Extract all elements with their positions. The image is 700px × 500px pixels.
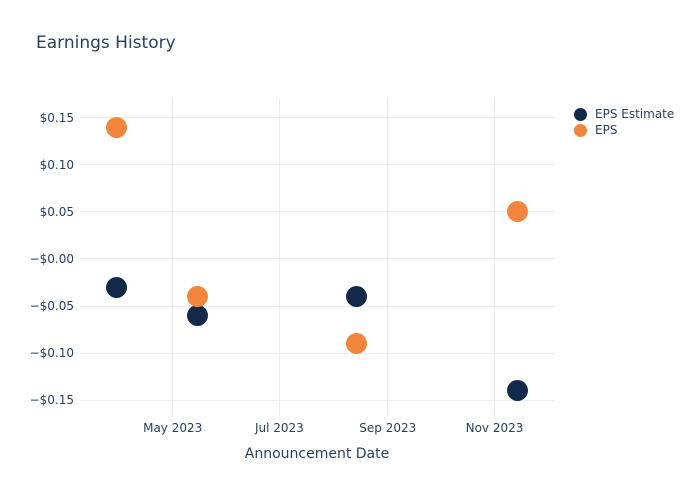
x-tick-label: Nov 2023 [465,421,524,435]
legend-item-eps[interactable]: EPS [574,122,674,138]
y-tick-label: $0.10 [39,157,74,172]
x-tick-label: Jul 2023 [254,421,304,435]
eps-point[interactable] [506,201,528,223]
legend-item-eps-estimate[interactable]: EPS Estimate [574,106,674,122]
y-tick-label: −$0.10 [29,346,74,360]
chart-title: Earnings History [36,33,176,53]
y-tick-label: −$0.00 [29,251,74,266]
x-tick-label: Sep 2023 [359,421,417,435]
y-gridline [80,399,554,401]
x-axis-title: Announcement Date [244,446,390,462]
eps-estimate-point[interactable] [106,276,128,298]
eps-point[interactable] [345,333,367,355]
y-gridline [80,258,554,260]
x-gridline [387,99,389,417]
eps-estimate-point[interactable] [506,380,528,402]
legend-label: EPS Estimate [595,107,675,121]
x-gridline [172,99,174,417]
eps-estimate-swatch-icon [574,107,587,121]
eps-estimate-point[interactable] [186,304,208,326]
eps-estimate-point[interactable] [345,286,367,308]
eps-swatch-icon [574,123,587,137]
x-tick-label: May 2023 [143,421,203,435]
y-tick-label: $0.15 [39,110,74,125]
eps-point[interactable] [186,286,208,308]
x-gridline [494,99,495,417]
eps-point[interactable] [106,116,128,138]
y-tick-label: −$0.15 [29,393,74,408]
y-gridline [80,211,554,213]
y-gridline [80,164,554,166]
y-gridline [80,117,554,119]
legend: EPS Estimate EPS [574,106,674,138]
x-gridline [278,99,280,417]
y-tick-label: −$0.05 [29,299,74,313]
y-gridline [80,305,554,307]
legend-label: EPS [595,123,618,137]
y-gridline [80,352,554,354]
y-tick-label: $0.05 [39,204,74,219]
